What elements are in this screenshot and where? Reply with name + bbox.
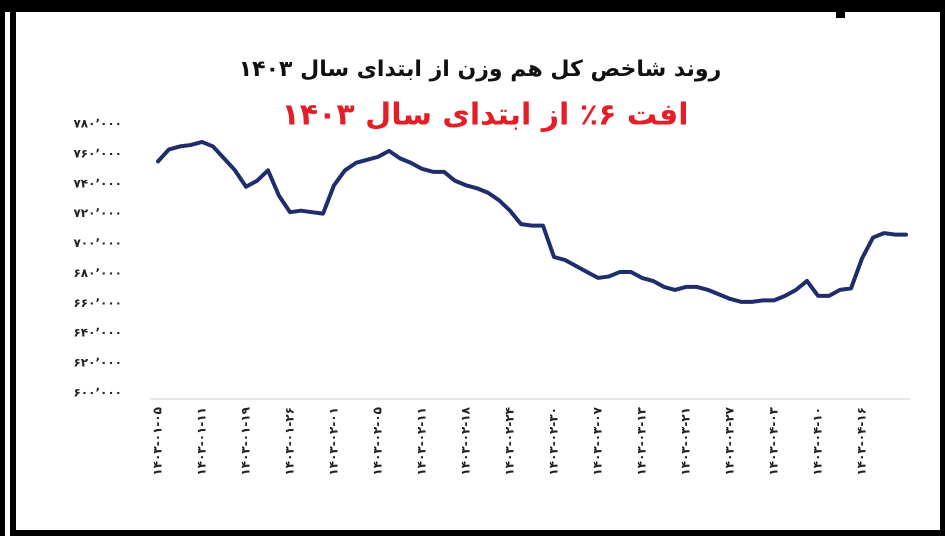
x-tick-label: ۱۴۰۳-۰۳-۲۱ <box>679 407 693 476</box>
x-tick-label: ۱۴۰۳-۰۱-۱۹ <box>239 406 253 475</box>
x-tick-label: ۱۴۰۳-۰۴-۱۶ <box>855 407 869 476</box>
x-tick-label: ۱۴۰۳-۰۲-۲۴ <box>503 407 517 476</box>
frame-left-outer <box>0 0 5 536</box>
y-tick-label: ۷۲۰٬۰۰۰ <box>73 206 122 220</box>
chart-subtitle: افت ۶٪ از ابتدای سال ۱۴۰۳ <box>281 98 688 133</box>
line-series <box>156 139 908 304</box>
frame-top <box>0 0 945 12</box>
y-tick-label: ۷۸۰٬۰۰۰ <box>73 117 122 131</box>
x-tick-label: ۱۴۰۳-۰۲-۱۱ <box>415 407 429 476</box>
y-tick-label: ۶۰۰٬۰۰۰ <box>73 386 122 400</box>
x-tick-label: ۱۴۰۳-۰۱-۲۶ <box>283 407 297 476</box>
y-tick-label: ۶۴۰٬۰۰۰ <box>73 326 122 340</box>
x-tick-label: ۱۴۰۳-۰۲-۰۱ <box>327 407 341 476</box>
y-tick-label: ۶۶۰٬۰۰۰ <box>73 296 122 310</box>
x-tick-label: ۱۴۰۳-۰۴-۱۰ <box>811 407 825 476</box>
x-tick-label: ۱۴۰۳-۰۱-۰۵ <box>151 407 165 476</box>
y-tick-label: ۶۸۰٬۰۰۰ <box>73 266 122 280</box>
x-tick-label: ۱۴۰۳-۰۳-۱۳ <box>635 406 649 475</box>
frame-bottom <box>16 530 945 536</box>
frame-right <box>940 12 945 536</box>
frame-notch <box>836 0 845 18</box>
y-tick-label: ۷۶۰٬۰۰۰ <box>73 146 122 160</box>
x-tick-label: ۱۴۰۳-۰۲-۰۵ <box>371 407 385 476</box>
x-tick-label: ۱۴۰۳-۰۴-۰۳ <box>767 406 781 475</box>
x-tick-label: ۱۴۰۳-۰۳-۲۷ <box>723 406 737 475</box>
x-tick-label: ۱۴۰۳-۰۲-۳۰ <box>547 407 561 476</box>
y-tick-label: ۷۴۰٬۰۰۰ <box>73 176 122 190</box>
x-tick-label: ۱۴۰۳-۰۲-۱۸ <box>459 406 473 475</box>
y-tick-label: ۷۰۰٬۰۰۰ <box>73 236 122 250</box>
x-tick-label: ۱۴۰۳-۰۱-۱۱ <box>195 407 209 476</box>
y-tick-label: ۶۲۰٬۰۰۰ <box>73 356 122 370</box>
x-tick-label: ۱۴۰۳-۰۳-۰۷ <box>591 406 605 475</box>
chart-title: روند شاخص کل هم وزن از ابتدای سال ۱۴۰۳ <box>239 57 722 82</box>
frame-left-inner <box>10 0 16 536</box>
